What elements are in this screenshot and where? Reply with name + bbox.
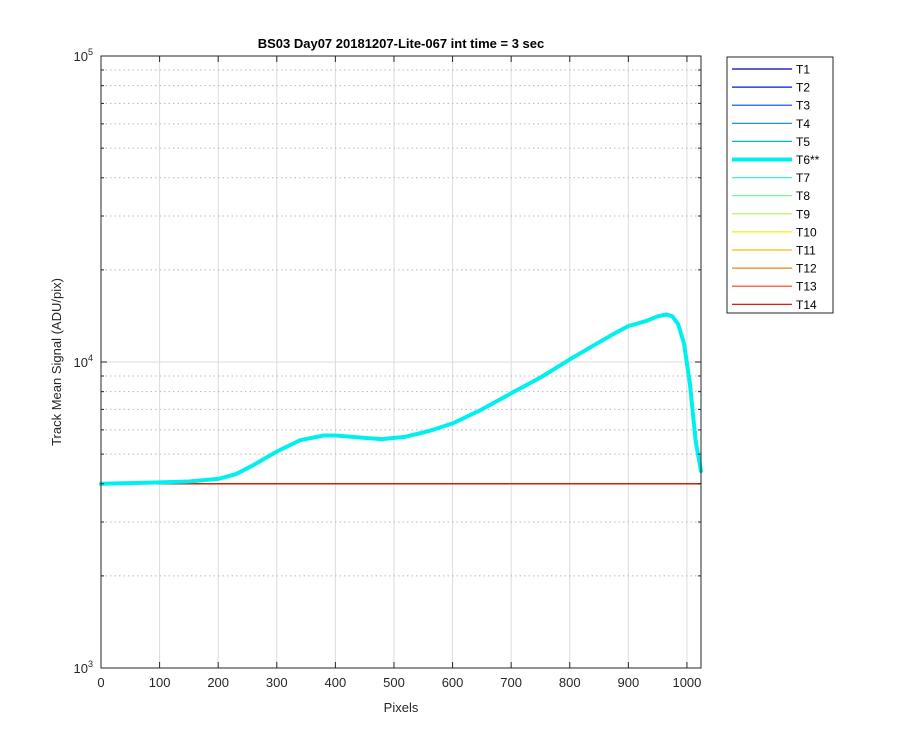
legend: T1 T2 T3 T4 T5 T6** T7 T8 T9 T10 T11 T12 T13 T14	[726, 56, 834, 314]
series-lines	[99, 312, 703, 486]
x-tick-label: 700	[500, 675, 522, 690]
legend-label: T10	[796, 225, 817, 239]
legend-label: T13	[796, 280, 817, 294]
legend-label: T1	[796, 63, 810, 77]
ticks: 0 100 200 300 400 500 600 700 800 900 1000 103 104 10…	[74, 47, 702, 690]
x-tick-label: 500	[383, 675, 405, 690]
legend-label: T7	[796, 171, 810, 185]
y-tick-label: 103	[74, 659, 93, 676]
legend-label: T8	[796, 189, 810, 203]
x-tick-label: 200	[207, 675, 229, 690]
x-tick-label: 900	[617, 675, 639, 690]
legend-label: T12	[796, 262, 817, 276]
x-tick-label: 400	[325, 675, 347, 690]
x-tick-label: 800	[559, 675, 581, 690]
legend-label: T9	[796, 207, 810, 221]
legend-label: T11	[796, 244, 816, 258]
legend-label: T6**	[796, 153, 820, 167]
x-tick-label: 1000	[672, 675, 701, 690]
legend-label: T2	[796, 81, 810, 95]
legend-label: T4	[796, 117, 810, 131]
x-tick-label: 600	[442, 675, 464, 690]
legend-label: T14	[796, 298, 817, 312]
x-tick-label: 300	[266, 675, 288, 690]
series-line-t6	[99, 312, 703, 486]
y-axis-label: Track Mean Signal (ADU/pix)	[49, 278, 64, 446]
x-tick-label: 100	[149, 675, 171, 690]
x-tick-label: 0	[97, 675, 104, 690]
y-tick-label: 105	[74, 47, 93, 64]
legend-label: T3	[796, 99, 810, 113]
legend-box	[726, 56, 834, 314]
y-tick-label: 104	[74, 353, 93, 370]
x-axis-label: Pixels	[384, 700, 419, 715]
legend-label: T5	[796, 135, 810, 149]
chart-title: BS03 Day07 20181207-Lite-067 int time = …	[258, 36, 545, 51]
